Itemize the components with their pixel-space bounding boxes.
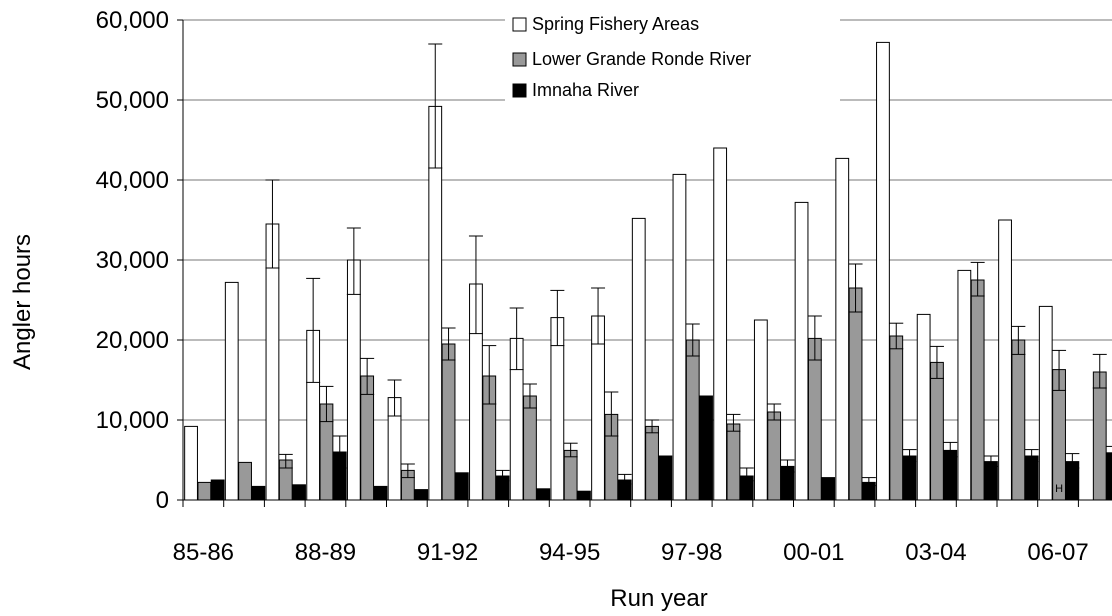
y-tick-label: 10,000 [96,407,169,434]
x-tick-label-91-92: 91-92 [417,539,478,566]
bar-spring-fishery-areas-89-90 [347,260,360,500]
annotation-label: H [1055,483,1063,495]
y-tick-label: 60,000 [96,7,169,34]
bar-imnaha-river-05-06 [1025,456,1038,500]
x-tick-labels: 85-86 88-89 91-92 94-95 97-98 00-01 03-04 06-07 [173,500,1089,566]
bar-spring-fishery-areas-06-07 [1039,306,1052,500]
y-axis-title: Angler hours [9,234,36,370]
x-tick-label-06-07: 06-07 [1027,539,1088,566]
x-tick-label-94-95: 94-95 [539,539,600,566]
legend-label-spring-fishery-areas: Spring Fishery Areas [532,14,699,34]
bar-imnaha-river-07-08 [1107,453,1112,500]
bar-spring-fishery-areas-98-99 [714,148,727,500]
bar-spring-fishery-areas-05-06 [999,220,1012,500]
y-tick-label: 20,000 [96,327,169,354]
bar-lower-grande-ronde-river-99-00 [768,412,781,500]
bar-lower-grande-ronde-river-93-94 [524,396,537,500]
bar-imnaha-river-85-86 [211,480,224,500]
bar-imnaha-river-04-05 [985,462,998,500]
bar-lower-grande-ronde-river-05-06 [1012,340,1025,500]
bar-spring-fishery-areas-04-05 [958,270,971,500]
bar-lower-grande-ronde-river-94-95 [564,450,577,500]
annotations: H [1055,483,1063,495]
bar-imnaha-river-93-94 [537,489,550,500]
bar-imnaha-river-97-98 [700,396,713,500]
bar-spring-fishery-areas-02-03 [877,42,890,500]
bar-spring-fishery-areas-85-86 [185,426,198,500]
x-tick-label-85-86: 85-86 [173,539,234,566]
y-tick-label: 50,000 [96,87,169,114]
bar-spring-fishery-areas-96-97 [632,218,645,500]
legend-label-lower-grande-ronde-river: Lower Grande Ronde River [532,49,751,69]
y-tick-label: 0 [156,487,169,514]
bar-lower-grande-ronde-river-04-05 [971,280,984,500]
legend-label-imnaha-river: Imnaha River [532,80,639,100]
legend-swatch-imnaha-river [513,84,526,97]
legend: Spring Fishery Areas Lower Grande Ronde … [505,14,840,104]
bar-lower-grande-ronde-river-85-86 [198,482,211,500]
bar-lower-grande-ronde-river-01-02 [849,288,862,500]
bar-lower-grande-ronde-river-02-03 [890,336,903,500]
bar-spring-fishery-areas-03-04 [917,314,930,500]
bar-lower-grande-ronde-river-03-04 [931,362,944,500]
bar-spring-fishery-areas-99-00 [754,320,767,500]
bar-imnaha-river-00-01 [822,478,835,500]
bar-imnaha-river-89-90 [374,486,387,500]
bar-lower-grande-ronde-river-97-98 [686,340,699,500]
legend-swatch-lower-grande-ronde-river [513,53,526,66]
legend-swatch-spring-fishery-areas [513,18,526,31]
x-tick-label-00-01: 00-01 [783,539,844,566]
bar-imnaha-river-90-91 [415,490,428,500]
bar-lower-grande-ronde-river-07-08 [1093,372,1106,500]
bar-imnaha-river-03-04 [944,450,957,500]
x-tick-label-88-89: 88-89 [295,539,356,566]
x-axis-title: Run year [610,585,707,612]
bar-imnaha-river-87-88 [293,485,306,500]
y-tick-labels: 0 10,000 20,000 30,000 40,000 50,000 60,000 [96,7,183,514]
bar-imnaha-river-96-97 [659,456,672,500]
bar-lower-grande-ronde-river-98-99 [727,424,740,500]
bar-spring-fishery-areas-00-01 [795,202,808,500]
bar-lower-grande-ronde-river-00-01 [808,338,821,500]
bar-spring-fishery-areas-97-98 [673,174,686,500]
bar-lower-grande-ronde-river-96-97 [646,426,659,500]
bar-spring-fishery-areas-86-87 [225,282,238,500]
y-tick-label: 40,000 [96,167,169,194]
bar-imnaha-river-02-03 [903,456,916,500]
bar-imnaha-river-91-92 [455,473,468,500]
y-tick-label: 30,000 [96,247,169,274]
bars [185,42,1112,500]
bar-lower-grande-ronde-river-86-87 [239,462,252,500]
bar-imnaha-river-86-87 [252,486,265,500]
bar-lower-grande-ronde-river-91-92 [442,344,455,500]
bar-imnaha-river-94-95 [578,491,591,500]
bar-spring-fishery-areas-01-02 [836,158,849,500]
x-tick-label-03-04: 03-04 [905,539,966,566]
x-tick-label-97-98: 97-98 [661,539,722,566]
